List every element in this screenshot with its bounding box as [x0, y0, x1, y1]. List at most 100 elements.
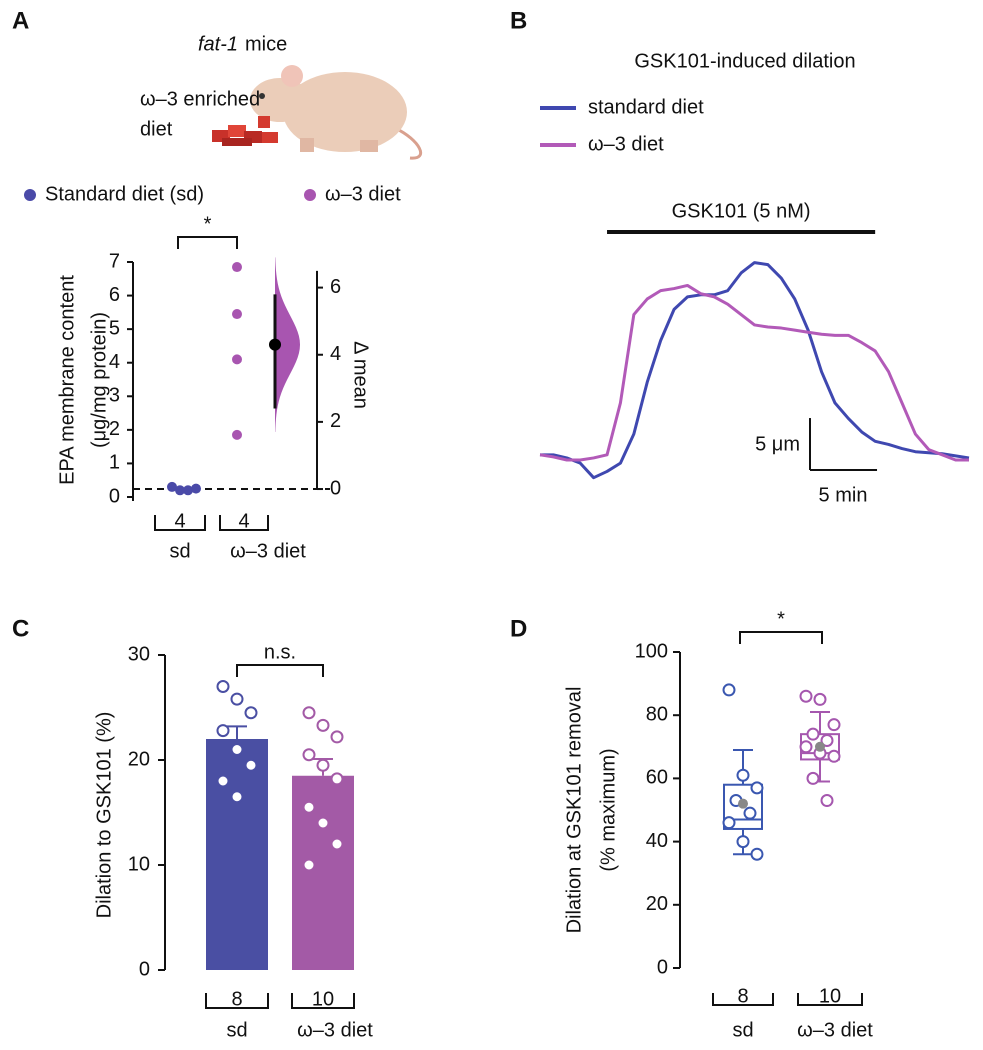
data-point — [806, 727, 820, 741]
data-point — [216, 774, 230, 788]
panel-letter: C — [12, 615, 29, 642]
n-bracket — [291, 993, 355, 1009]
y-tick-label: 6 — [109, 284, 120, 306]
mean-marker — [815, 741, 825, 752]
y-tick-label: 60 — [646, 767, 668, 789]
panel-letter: B — [510, 7, 527, 34]
trace — [540, 261, 970, 480]
data-point — [216, 724, 230, 738]
significance-bracket — [236, 664, 324, 677]
significance-bracket — [177, 236, 238, 249]
bar — [206, 739, 268, 970]
y2-tick-label: 0 — [330, 477, 341, 499]
y-axis-label: Dilation to GSK101 (%) — [93, 712, 115, 919]
data-point — [820, 794, 834, 808]
x-tick-label: ω–3 diet — [230, 540, 306, 562]
data-point — [722, 816, 736, 830]
data-point — [216, 680, 230, 693]
y2-tick-label: 4 — [330, 343, 341, 365]
data-point — [230, 692, 244, 706]
n-label: 4 — [174, 510, 185, 532]
bootstrap-distribution — [275, 257, 300, 433]
data-point — [330, 837, 344, 851]
legend-marker — [304, 189, 316, 201]
subtitle: diet — [140, 118, 173, 140]
n-label: 4 — [238, 510, 249, 532]
data-point — [820, 733, 834, 747]
x-tick-label: sd — [169, 540, 190, 562]
mean-difference — [269, 338, 281, 351]
y-tick-label: 10 — [128, 853, 150, 875]
y2-tick-label: 6 — [330, 276, 341, 298]
y-tick-label: 1 — [109, 452, 120, 474]
data-point — [330, 772, 344, 786]
x-tick-label: ω–3 diet — [797, 1019, 873, 1041]
n-label: 10 — [819, 985, 841, 1007]
data-point — [302, 706, 316, 720]
y-tick-label: 100 — [635, 640, 668, 662]
data-point — [316, 758, 330, 772]
significance-label: n.s. — [264, 641, 296, 663]
panel-letter: D — [510, 615, 527, 642]
n-bracket — [797, 993, 863, 1006]
significance-label: * — [777, 608, 785, 630]
scale-bar-y-label: 5 μm — [755, 433, 800, 455]
whisker-high — [810, 711, 830, 735]
legend-label: standard diet — [588, 96, 704, 118]
data-point — [813, 692, 827, 706]
y-tick-label: 20 — [128, 748, 150, 770]
data-point — [302, 800, 316, 814]
y-tick-label: 0 — [109, 485, 120, 507]
data-point — [232, 309, 242, 320]
y-tick-label: 3 — [109, 385, 120, 407]
y-tick-label: 40 — [646, 830, 668, 852]
y2-axis-label: Δ mean — [350, 341, 372, 409]
data-point — [244, 706, 258, 720]
data-point — [316, 718, 330, 732]
data-point — [743, 806, 757, 820]
n-label: 8 — [737, 985, 748, 1007]
data-point — [750, 847, 764, 861]
significance-label: * — [204, 213, 212, 235]
data-point — [827, 718, 841, 732]
bar — [292, 775, 354, 970]
y-axis-label: EPA membrane content — [56, 275, 78, 485]
legend-marker — [24, 189, 36, 201]
panel-letter: A — [12, 7, 29, 34]
data-point — [232, 354, 242, 365]
x-tick-label: ω–3 diet — [297, 1019, 373, 1041]
x-tick-label: sd — [226, 1019, 247, 1041]
y-tick-label: 0 — [657, 956, 668, 978]
data-point — [167, 481, 177, 492]
trace — [539, 283, 969, 462]
data-point — [302, 748, 316, 762]
scale-bar-x-label: 5 min — [819, 484, 868, 506]
y-tick-label: 80 — [646, 703, 668, 725]
data-point — [806, 771, 820, 785]
n-bracket — [219, 515, 269, 531]
data-point — [230, 743, 244, 756]
legend-label: Standard diet (sd) — [45, 183, 204, 205]
n-label: 10 — [312, 988, 334, 1010]
y-tick-label: 5 — [109, 317, 120, 339]
legend-label: ω–3 diet — [588, 133, 664, 155]
data-point — [232, 262, 242, 273]
n-label: 8 — [231, 988, 242, 1010]
x-tick-label: sd — [732, 1019, 753, 1041]
subtitle: ω–3 enriched — [140, 88, 260, 110]
data-point — [799, 740, 813, 754]
mean-marker — [738, 798, 748, 809]
significance-bracket — [739, 631, 823, 644]
data-point — [230, 790, 244, 804]
title: GSK101-induced dilation — [634, 50, 855, 72]
data-point — [722, 683, 736, 697]
data-point — [183, 485, 193, 496]
y-tick-label: 20 — [646, 893, 668, 915]
n-bracket — [154, 515, 206, 531]
data-point — [736, 768, 750, 782]
data-point — [244, 758, 258, 772]
data-point — [232, 429, 242, 440]
y-tick-label: 30 — [128, 643, 150, 665]
